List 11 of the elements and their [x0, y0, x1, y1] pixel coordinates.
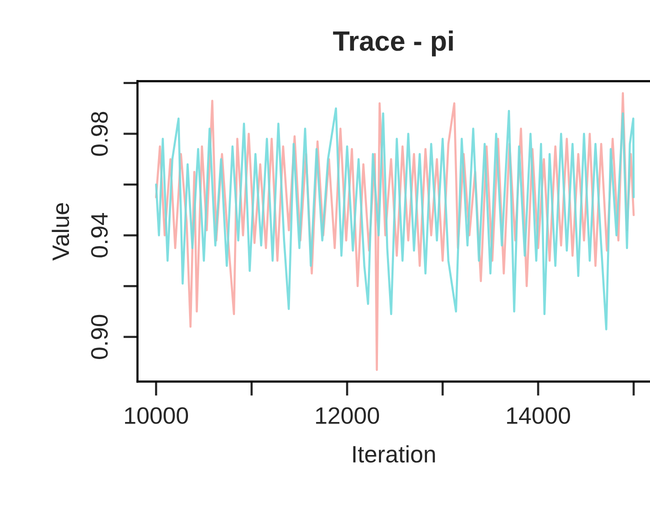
y-tick-label: 0.90: [91, 314, 108, 359]
x-tick-label: 12000: [316, 407, 380, 424]
chart-title: Trace - pi: [333, 30, 453, 56]
line-series: [155, 92, 635, 371]
x-axis-title: Iteration: [353, 445, 435, 463]
x-tick-label: 10000: [125, 407, 188, 424]
y-axis-title: Value: [52, 203, 70, 261]
x-tick-label: 14000: [507, 407, 570, 424]
line-series: [155, 107, 635, 330]
y-tick-label: 0.98: [91, 112, 108, 156]
y-tick-label: 0.94: [91, 213, 108, 258]
